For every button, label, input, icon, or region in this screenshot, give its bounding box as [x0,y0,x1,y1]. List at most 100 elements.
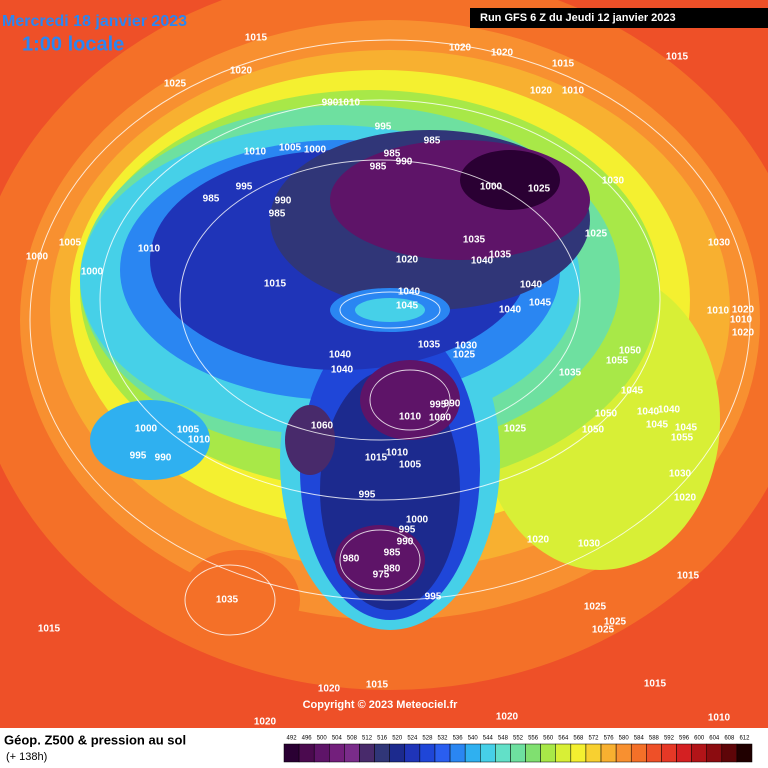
colorbar-label: 604 [709,736,720,742]
colorbar-label: 608 [724,736,735,742]
colorbar-label: 592 [664,736,675,742]
pressure-label: 1040 [331,365,354,376]
colorbar-cell [721,743,738,763]
colorbar-label: 504 [332,736,343,742]
pressure-label: 1000 [135,424,158,435]
pressure-label: 990 [444,399,461,410]
pressure-label: 975 [373,570,390,581]
colorbar-label: 576 [604,736,615,742]
colorbar-label: 580 [619,736,630,742]
colorbar-label: 612 [739,736,750,742]
pressure-label: 995 [359,490,376,501]
colorbar-label: 600 [694,736,705,742]
colorbar-cell [691,743,707,763]
pressure-label: 1020 [318,684,341,695]
pressure-label: 990 [322,98,339,109]
pressure-label: 1015 [552,59,575,70]
pressure-label: 1000 [304,145,327,156]
pressure-label: 1035 [489,250,512,261]
pressure-label: 995 [375,122,392,133]
colorbar-label: 552 [513,736,524,742]
pressure-label: 1010 [188,435,211,446]
pressure-label: 1000 [480,182,503,193]
pressure-label: 1040 [658,405,681,416]
lead-time: (+ 138h) [6,751,47,763]
colorbar-cell [585,743,602,763]
pressure-label: 1035 [418,340,441,351]
pressure-label: 1020 [449,43,472,54]
colorbar-label: 548 [498,736,509,742]
colorbar-label: 544 [483,736,494,742]
colorbar-label: 524 [407,736,418,742]
colorbar-cell [615,743,632,763]
pressure-label: 1060 [311,421,334,432]
pressure-label: 1025 [604,617,627,628]
colorbar-cell [298,743,315,763]
colorbar-cell [404,743,421,763]
colorbar-label: 508 [347,736,358,742]
colorbar-cell [736,743,753,763]
pressure-label: 1045 [396,301,419,312]
pressure-label: 1020 [230,66,253,77]
colorbar-label: 596 [679,736,690,742]
pressure-label: 1040 [398,287,421,298]
pressure-label: 995 [430,400,447,411]
pressure-label: 1020 [527,535,550,546]
pressure-label: 1040 [520,280,543,291]
pressure-label: 1045 [646,420,669,431]
pressure-label: 990 [155,453,172,464]
pressure-label: 1025 [528,184,551,195]
pressure-label: 1015 [677,571,700,582]
pressure-label: 1010 [707,306,730,317]
colorbar-label: 564 [558,736,569,742]
colorbar-label: 568 [573,736,584,742]
colorbar-label: 516 [377,736,388,742]
pressure-label: 1020 [732,305,755,316]
pressure-label: 1015 [644,679,667,690]
colorbar-cell [313,743,330,763]
colorbar-label: 532 [438,736,449,742]
colorbar-cell [646,743,662,763]
pressure-label: 1040 [329,350,352,361]
pressure-label: 995 [130,451,147,462]
pressure-label: 990 [275,196,292,207]
pressure-label: 1055 [606,356,629,367]
colorbar-cell [630,743,647,763]
pressure-label: 1000 [406,515,429,526]
run-banner [470,8,768,28]
colorbar-cell [359,743,375,763]
pressure-label: 1035 [559,368,582,379]
colorbar-cell [329,743,345,763]
pressure-label: 1015 [264,279,287,290]
pressure-label: 985 [384,149,401,160]
colorbar-cell [540,743,556,763]
colorbar-cell [510,743,526,763]
pressure-label: 1025 [592,625,615,636]
pressure-label: 1040 [471,256,494,267]
copyright: Copyright © 2023 Meteociel.fr [303,699,459,711]
pressure-label: 1000 [429,413,452,424]
run-info: Run GFS 6 Z du Jeudi 12 janvier 2023 [480,12,676,24]
colorbar-label: 588 [649,736,660,742]
pressure-label: 1045 [621,386,644,397]
colorbar-label: 512 [362,736,373,742]
colorbar-label: 496 [302,736,313,742]
colorbar-cell [419,743,436,763]
colorbar-cell [495,743,511,763]
pressure-label: 985 [424,136,441,147]
pressure-label: 1035 [463,235,486,246]
pressure-label: 1010 [562,86,585,97]
colorbar-cell [480,743,496,763]
colorbar-cell [555,743,572,763]
pressure-label: 1050 [619,346,642,357]
pressure-label: 1000 [26,252,49,263]
pressure-label: 1005 [177,425,200,436]
colorbar-label: 572 [588,736,599,742]
pressure-label: 1025 [585,229,608,240]
pressure-label: 985 [370,162,387,173]
pressure-label: 1025 [453,350,476,361]
pressure-label: 1040 [499,305,522,316]
pressure-label: 1010 [708,713,731,724]
colorbar-label: 536 [453,736,464,742]
pressure-label: 995 [236,182,253,193]
